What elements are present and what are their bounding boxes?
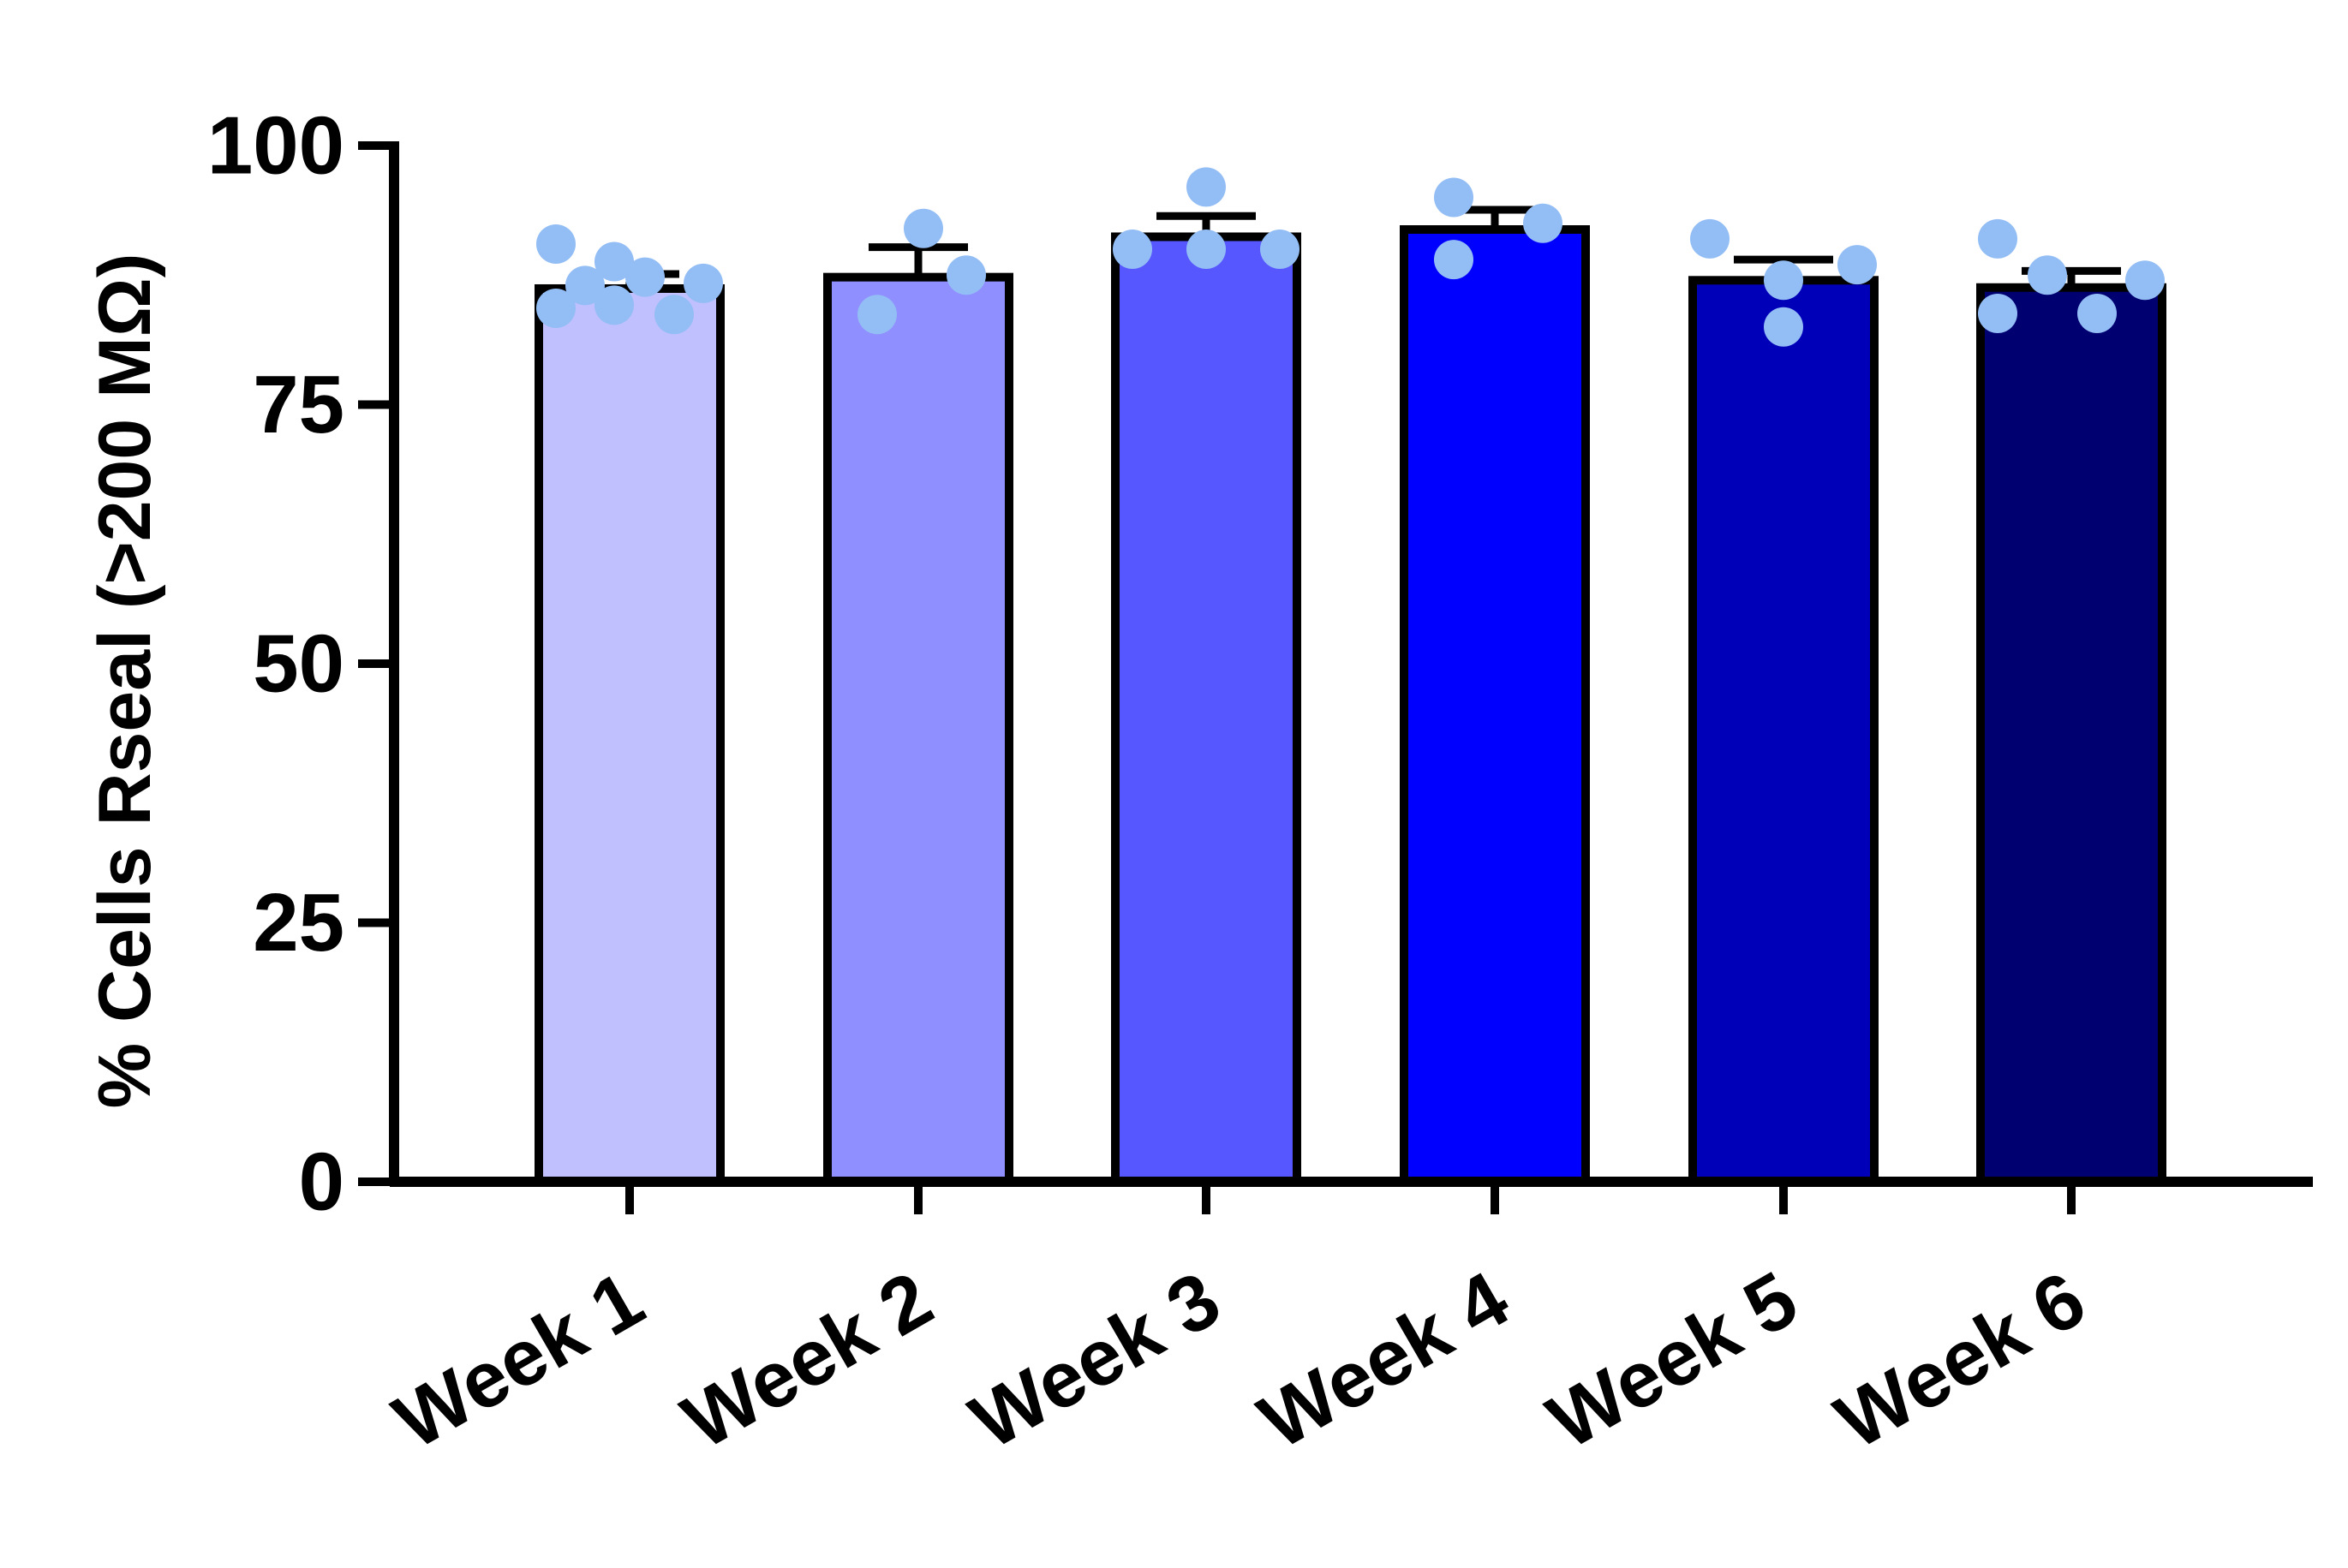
data-point-week-1: [536, 288, 576, 328]
data-point-week-2: [857, 295, 897, 335]
bar-week-5: [1688, 276, 1879, 1186]
y-tick-label: 100: [207, 100, 344, 192]
data-point-week-4: [1434, 177, 1473, 218]
data-point-week-5: [1764, 260, 1803, 301]
y-tick-label: 75: [253, 359, 344, 450]
bar-week-2: [823, 272, 1013, 1186]
x-tick-label: Week 2: [669, 1255, 947, 1466]
data-point-week-3: [1186, 230, 1226, 269]
bars-group: [535, 225, 2166, 1187]
data-point-week-3: [1260, 230, 1299, 269]
data-point-week-2: [904, 208, 943, 248]
data-point-week-6: [1978, 294, 2017, 334]
y-axis-title: % Cells Rseal (>200 MΩ): [84, 253, 166, 1109]
y-tick-label: 0: [299, 1136, 344, 1228]
data-point-week-3: [1186, 167, 1226, 207]
data-point-week-1: [594, 241, 634, 282]
data-points-group: [536, 167, 2165, 347]
data-point-week-4: [1523, 203, 1562, 243]
data-point-week-5: [1837, 245, 1877, 285]
data-point-week-1: [684, 263, 723, 303]
bar-week-6: [1976, 283, 2166, 1186]
x-tick-label: Week 6: [1822, 1255, 2100, 1466]
data-point-week-1: [625, 257, 665, 297]
data-point-week-6: [2077, 294, 2117, 334]
bar-week-1: [535, 283, 725, 1187]
data-point-week-6: [2125, 260, 2165, 301]
data-point-week-1: [536, 224, 576, 264]
axes-group: [358, 141, 2313, 1214]
data-point-week-1: [654, 295, 694, 335]
x-tick-label: Week 1: [380, 1255, 658, 1466]
data-point-week-5: [1690, 218, 1730, 259]
data-point-week-6: [1978, 218, 2017, 259]
x-tick-label: Week 3: [957, 1255, 1234, 1466]
bar-week-3: [1111, 232, 1301, 1187]
data-point-week-3: [1113, 230, 1152, 269]
x-tick-label: Week 5: [1534, 1255, 1812, 1466]
x-tick-label: Week 4: [1246, 1255, 1523, 1466]
error-bars-group: [580, 206, 2121, 289]
data-point-week-6: [2028, 255, 2067, 295]
data-point-week-5: [1764, 307, 1803, 347]
data-point-week-1: [594, 285, 634, 325]
data-point-week-2: [947, 255, 986, 295]
data-point-week-1: [565, 265, 605, 306]
bar-week-4: [1400, 225, 1590, 1186]
y-tick-label: 50: [253, 618, 344, 710]
y-tick-label: 25: [253, 877, 344, 969]
data-point-week-4: [1434, 240, 1473, 280]
